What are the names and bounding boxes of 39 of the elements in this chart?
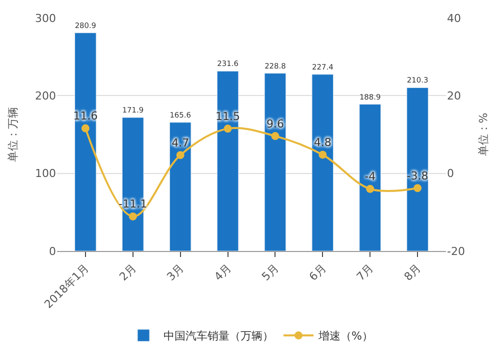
x-tick-label: 7月	[354, 262, 376, 284]
bar	[169, 122, 192, 251]
data-label: -3.8	[406, 169, 428, 182]
point	[128, 212, 137, 220]
y2-tick-label: 40	[447, 12, 461, 25]
x-tick-label: 4月	[212, 262, 234, 284]
y2-tick-label: -20	[447, 244, 465, 258]
point	[366, 184, 374, 193]
x-tick-label: 8月	[402, 262, 424, 284]
y2-tick-label: 0	[447, 167, 454, 180]
y2-axis-title: 单位：%	[477, 112, 490, 156]
bar	[312, 74, 334, 251]
point	[224, 124, 232, 133]
bar	[74, 32, 96, 251]
y-tick-label: 100	[35, 167, 56, 180]
y-tick-label: 300	[35, 12, 56, 25]
point	[414, 184, 422, 192]
y-tick-label: 0	[49, 244, 56, 258]
legend-label: 中国汽车销量（万辆）	[164, 330, 274, 343]
point	[318, 150, 327, 159]
data-label: 4.7	[172, 136, 190, 150]
x-tick-label: 3月	[164, 262, 186, 284]
legend-label: 增速（%）	[318, 330, 373, 343]
point	[81, 124, 90, 132]
bar	[264, 73, 286, 251]
point	[176, 151, 184, 160]
x-tick-label: 5月	[259, 262, 282, 284]
data-label: 4.8	[314, 136, 332, 149]
x-tick-label: 2月	[116, 262, 139, 284]
data-label: -4	[364, 170, 376, 184]
data-label: 9.6	[266, 117, 284, 130]
y-axis-title: 单位：万辆	[6, 107, 20, 162]
bar	[216, 70, 239, 251]
bar	[406, 87, 428, 251]
bar	[359, 104, 382, 251]
x-tick-label: 6月	[306, 262, 329, 284]
y2-tick-label: 20	[447, 90, 461, 103]
point	[271, 132, 280, 140]
y-tick-label: 200	[35, 90, 56, 103]
